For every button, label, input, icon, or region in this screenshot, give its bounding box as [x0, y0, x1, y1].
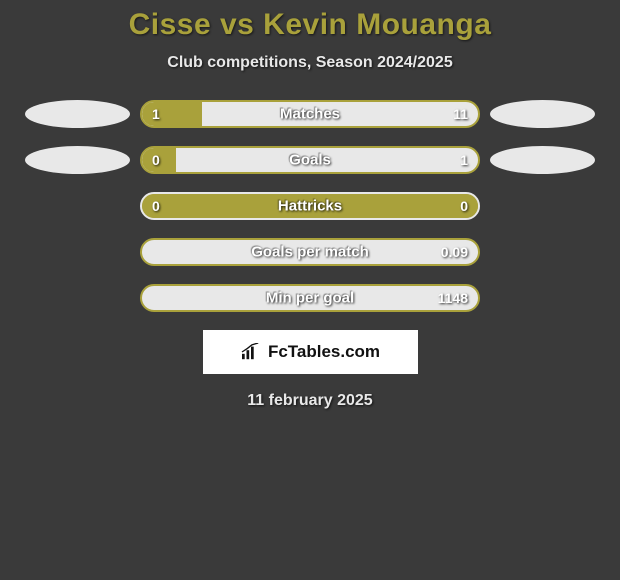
left-ellipse — [25, 100, 130, 128]
stat-left-value: 0 — [152, 152, 160, 168]
stat-row: Goals per match 0.09 — [0, 238, 620, 266]
right-ellipse — [490, 146, 595, 174]
stat-right-value: 0 — [460, 198, 468, 214]
stat-row: Min per goal 1148 — [0, 284, 620, 312]
right-ellipse — [490, 100, 595, 128]
stat-row: 0 Hattricks 0 — [0, 192, 620, 220]
stat-label: Hattricks — [278, 198, 342, 215]
stat-left-value: 1 — [152, 106, 160, 122]
stat-right-value: 1148 — [438, 290, 468, 306]
stats-area: 1 Matches 11 0 Goals 1 0 Hattricks 0 Goals per ma… — [0, 100, 620, 312]
logo-text: FcTables.com — [268, 342, 380, 362]
date-line: 11 february 2025 — [247, 392, 372, 410]
stat-bar: 1 Matches 11 — [140, 100, 480, 128]
chart-icon — [240, 343, 262, 361]
page-subtitle: Club competitions, Season 2024/2025 — [167, 54, 452, 72]
stat-row: 0 Goals 1 — [0, 146, 620, 174]
fctables-logo[interactable]: FcTables.com — [203, 330, 418, 374]
comparison-container: Cisse vs Kevin Mouanga Club competitions… — [0, 0, 620, 410]
stat-bar: 0 Goals 1 — [140, 146, 480, 174]
stat-label: Goals per match — [251, 244, 369, 261]
stat-label: Goals — [289, 152, 331, 169]
stat-left-value: 0 — [152, 198, 160, 214]
stat-right-value: 0.09 — [441, 244, 468, 260]
stat-bar: 0 Hattricks 0 — [140, 192, 480, 220]
stat-row: 1 Matches 11 — [0, 100, 620, 128]
left-ellipse — [25, 146, 130, 174]
stat-right-value: 1 — [460, 152, 468, 168]
page-title: Cisse vs Kevin Mouanga — [129, 8, 492, 42]
stat-bar: Goals per match 0.09 — [140, 238, 480, 266]
stat-label: Min per goal — [266, 290, 354, 307]
stat-label: Matches — [280, 106, 340, 123]
stat-right-value: 11 — [453, 106, 468, 122]
stat-bar: Min per goal 1148 — [140, 284, 480, 312]
